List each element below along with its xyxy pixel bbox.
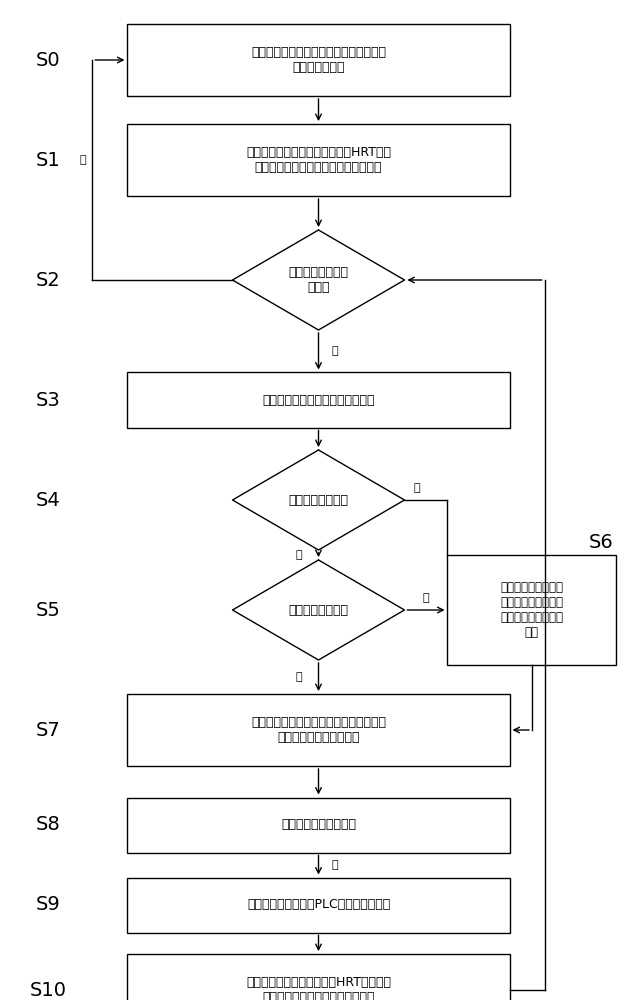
Bar [127,24,510,96]
Text: 否: 否 [296,672,303,682]
Polygon shape [233,560,404,660]
Bar [127,694,510,766]
Text: 系统下发控制指令至PLC，执行控制设备: 系统下发控制指令至PLC，执行控制设备 [247,898,390,912]
Text: S7: S7 [36,720,60,740]
Text: 否: 否 [80,155,86,165]
Text: 是否可维持至谷段: 是否可维持至谷段 [289,493,348,506]
Text: 是: 是 [331,860,338,870]
Text: S8: S8 [36,816,60,834]
Text: S5: S5 [35,600,61,619]
Text: 系统监测控制计划状态: 系统监测控制计划状态 [281,818,356,832]
Text: S3: S3 [36,390,60,410]
Text: 计算污泥负荷、容积负荷、HRT、生化回
流比、硝酸盐回流比、膜出水得率: 计算污泥负荷、容积负荷、HRT、生化回 流比、硝酸盐回流比、膜出水得率 [246,976,391,1000]
Bar [447,555,616,665]
Text: 定时计算污泥负荷、容积负荷、HRT、生
化回流比、硝酸盐回流比、膜出水得率: 定时计算污泥负荷、容积负荷、HRT、生 化回流比、硝酸盐回流比、膜出水得率 [246,146,391,174]
Bar [127,798,510,852]
Text: 是: 是 [423,593,429,603]
Text: 否: 否 [296,550,303,560]
Text: 实时获取设备运行数据、化验数据、工艺
数据等基础数据: 实时获取设备运行数据、化验数据、工艺 数据等基础数据 [251,46,386,74]
Polygon shape [233,230,404,330]
Text: S1: S1 [36,150,60,169]
Bar [127,878,510,932]
Text: S0: S0 [36,50,60,70]
Bar [127,954,510,1000]
Text: 是否到达最佳工况
缓冲值: 是否到达最佳工况 缓冲值 [289,266,348,294]
Bar [127,372,510,428]
Polygon shape [233,450,404,550]
Text: 是: 是 [331,346,338,356]
Text: S4: S4 [36,490,60,510]
Bar [127,124,510,196]
Text: 系统计算保持在最佳工况缓冲值内的控制
方案，生成步进控制计划: 系统计算保持在最佳工况缓冲值内的控制 方案，生成步进控制计划 [251,716,386,744]
Text: S6: S6 [589,534,613,552]
Text: 系统基于电峰谷平、
设备能耗等确认最优
控制方案，生成控制
计划: 系统基于电峰谷平、 设备能耗等确认最优 控制方案，生成控制 计划 [501,581,563,639]
Text: 是: 是 [414,483,420,493]
Text: S9: S9 [36,896,60,914]
Text: 是否可维持至平段: 是否可维持至平段 [289,603,348,616]
Text: S10: S10 [29,980,66,1000]
Text: 计算到达最佳工况阈值的剩余时长: 计算到达最佳工况阈值的剩余时长 [262,393,375,406]
Text: S2: S2 [36,270,60,290]
